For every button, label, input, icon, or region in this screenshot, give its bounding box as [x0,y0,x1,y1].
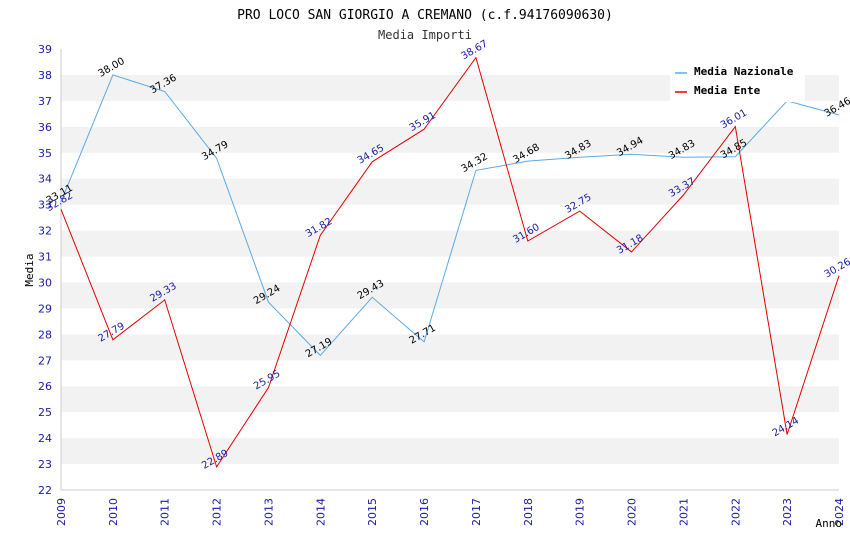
y-tick-label: 35 [38,147,52,160]
y-tick-label: 34 [38,173,52,186]
grid-band [61,386,839,413]
grid-band [61,204,839,231]
legend: Media Nazionale Media Ente [670,62,805,102]
y-tick-label: 37 [38,95,52,108]
x-tick-labels: 2009 2010 2011 2012 2013 2014 2015 2016 2017 2018… [55,498,846,526]
grid-bands [61,49,839,490]
series-line-ente [60,56,840,469]
x-tick-label: 2017 [470,498,483,526]
grid-band [61,100,839,127]
grid-band [61,464,839,490]
y-tick-labels: 22 23 24 25 26 27 28 29 30 31 32 33 34 35 36 37 38 39 [38,43,52,497]
y-tick-label: 31 [38,251,52,264]
y-tick-label: 26 [38,380,52,393]
x-tick-label: 2019 [574,498,587,526]
x-tick-label: 2021 [677,498,690,526]
y-tick-label: 36 [38,121,52,134]
chart-subtitle: Media Importi [378,28,472,42]
x-tick-label: 2020 [626,498,639,526]
x-tick-label: 2015 [366,498,379,526]
grid-band [61,282,839,309]
x-tick-label: 2023 [781,498,794,526]
x-tick-label: 2018 [522,498,535,526]
x-tick-label: 2012 [211,498,224,526]
grid-band [61,230,839,257]
x-tick-label: 2013 [262,498,275,526]
chart-title: PRO LOCO SAN GIORGIO A CREMANO (c.f.9417… [237,8,613,23]
x-tick-label: 2009 [55,498,68,526]
x-tick-label: 2016 [418,498,431,526]
y-tick-label: 27 [38,354,52,367]
x-tick-label: 2014 [314,498,327,526]
y-tick-label: 23 [38,458,52,471]
y-tick-label: 38 [38,69,52,82]
grid-band [61,126,839,153]
legend-label-nazionale: Media Nazionale [694,65,794,78]
y-tick-label: 32 [38,225,52,238]
legend-background [670,62,805,102]
x-tick-label: 2011 [159,498,172,526]
y-tick-label: 22 [38,484,52,497]
y-tick-label: 25 [38,406,52,419]
grid-band [61,256,839,283]
legend-label-ente: Media Ente [694,84,761,97]
axes [60,49,839,491]
grid-band [61,360,839,387]
y-tick-label: 24 [38,432,52,445]
y-tick-label: 28 [38,328,52,341]
grid-band [61,178,839,205]
grid-band [61,334,839,361]
x-axis-label: Anno [816,517,843,530]
grid-band [61,438,839,465]
series-line-nazionale [60,74,840,357]
x-tick-label: 2022 [729,498,742,526]
y-tick-label: 29 [38,302,52,315]
grid-band [61,412,839,439]
x-tick-label: 2010 [107,498,120,526]
y-tick-label: 39 [38,43,52,56]
grid-band [61,308,839,335]
x-tick-label: 2024 [833,498,846,526]
y-tick-label: 33 [38,199,52,212]
y-tick-label: 30 [38,276,52,289]
y-axis-label: Media [23,253,36,286]
series-lines [60,56,840,469]
